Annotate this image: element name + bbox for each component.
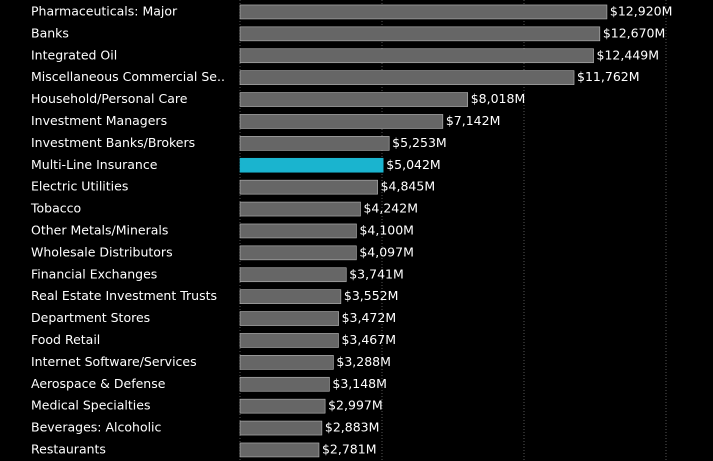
value-label: $4,845M [381, 179, 436, 194]
value-label: $3,467M [341, 332, 396, 347]
category-label: Integrated Oil [31, 47, 117, 62]
category-label: Tobacco [30, 201, 81, 216]
value-label: $8,018M [471, 91, 526, 106]
value-label: $4,097M [359, 244, 414, 259]
bar [239, 311, 339, 326]
value-label: $7,142M [446, 113, 501, 128]
bar [239, 289, 342, 304]
bar [239, 245, 357, 261]
category-label: Internet Software/Services [31, 354, 197, 369]
bar [239, 333, 339, 348]
value-label: $3,552M [344, 288, 399, 303]
bar [239, 201, 361, 217]
category-label: Other Metals/Minerals [31, 222, 168, 237]
bar [239, 157, 384, 173]
category-label: Department Stores [31, 310, 150, 325]
bar [239, 376, 330, 392]
value-label: $12,920M [610, 3, 672, 18]
value-label: $5,042M [386, 157, 441, 172]
bar [239, 26, 601, 42]
value-label: $4,100M [359, 222, 414, 237]
value-label: $12,449M [597, 47, 659, 62]
category-label: Banks [31, 25, 69, 40]
value-label: $3,741M [349, 266, 404, 281]
category-label: Financial Exchanges [31, 266, 157, 281]
bar [239, 114, 444, 129]
bar [239, 48, 594, 64]
category-label: Medical Specialties [31, 398, 150, 413]
category-label: Electric Utilities [31, 179, 128, 194]
bar [239, 398, 326, 414]
category-label: Pharmaceuticals: Major [31, 3, 178, 18]
bar [239, 442, 320, 458]
value-label: $4,242M [363, 201, 418, 216]
bar [239, 136, 390, 151]
category-label: Miscellaneous Commercial Se.. [31, 69, 225, 84]
value-label: $5,253M [392, 135, 447, 150]
category-label: Wholesale Distributors [31, 244, 173, 259]
category-label: Food Retail [31, 332, 100, 347]
bar [239, 70, 575, 85]
value-label: $2,997M [328, 398, 383, 413]
bar [239, 223, 357, 239]
value-label: $3,288M [336, 354, 391, 369]
bar [239, 267, 347, 283]
category-label: Investment Managers [31, 113, 167, 128]
value-label: $2,883M [325, 420, 380, 435]
category-label: Aerospace & Defense [31, 376, 166, 391]
category-label: Multi-Line Insurance [31, 157, 158, 172]
value-label: $12,670M [603, 25, 665, 40]
bar [239, 355, 334, 370]
value-label: $3,472M [342, 310, 397, 325]
category-label: Household/Personal Care [31, 91, 188, 106]
category-label: Restaurants [31, 441, 106, 456]
category-label: Investment Banks/Brokers [31, 135, 195, 150]
bar [239, 420, 323, 436]
category-label: Real Estate Investment Trusts [31, 288, 217, 303]
value-label: $3,148M [332, 376, 387, 391]
bar [239, 92, 469, 107]
value-label: $2,781M [322, 441, 377, 456]
bar [239, 179, 378, 195]
category-label: Beverages: Alcoholic [31, 420, 162, 435]
value-label: $11,762M [577, 69, 639, 84]
bar [239, 4, 608, 20]
